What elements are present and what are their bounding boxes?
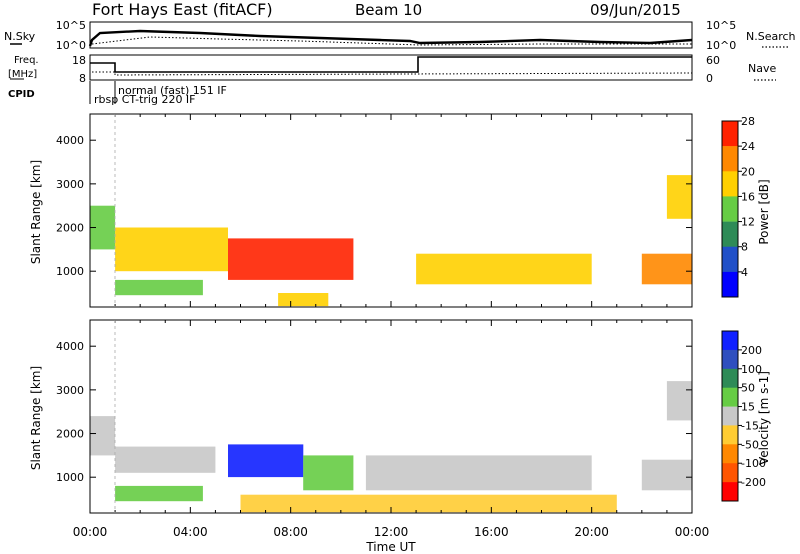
velocity-ytick-label-3: 4000 — [56, 340, 84, 353]
velocity-colorbar-label-5: -50 — [741, 438, 759, 451]
velocity-ytick-label-1: 2000 — [56, 428, 84, 441]
cpid-panel: CPID normal (fast) 151 IF rbsp CT-trig 2… — [8, 81, 227, 106]
noise-search-line — [91, 36, 692, 46]
velocity-ytick-label-0: 1000 — [56, 471, 84, 484]
power-region-1 — [115, 227, 228, 272]
power-colorbar: 4 8 12 16 20 24 28 — [721, 115, 755, 298]
power-colorbar-swatch-3 — [722, 196, 738, 222]
time-axis-tick-4: 16:00 — [474, 525, 509, 539]
power-colorbar-label: Power [dB] — [757, 179, 771, 244]
velocity-region-3 — [228, 444, 304, 478]
noise-right-tick-top: 10^5 — [706, 19, 736, 32]
velocity-colorbar-swatch-8 — [722, 482, 738, 502]
velocity-panel: 1000 2000 3000 4000 Slant Range [km] — [29, 319, 693, 514]
noise-sky-label: N.Sky — [4, 30, 36, 43]
power-colorbar-label-1: 8 — [741, 241, 748, 254]
time-axis-tick-3: 12:00 — [374, 525, 409, 539]
velocity-colorbar-swatch-6 — [722, 444, 738, 464]
velocity-colorbar-swatch-2 — [722, 368, 738, 388]
time-axis: 00:00 04:00 08:00 12:00 16:00 20:00 00:00 — [73, 525, 710, 539]
velocity-ylabel: Slant Range [km] — [29, 366, 43, 470]
velocity-region-4 — [303, 455, 354, 491]
velocity-colorbar-label-3: 15 — [741, 401, 755, 414]
date-label: 09/Jun/2015 — [590, 1, 681, 19]
power-region-2 — [115, 279, 203, 296]
power-ylabel: Slant Range [km] — [29, 160, 43, 264]
power-colorbar-label-3: 16 — [741, 190, 755, 203]
velocity-colorbar: 200 100 50 15 -15 -50 -100 -200 — [721, 330, 766, 502]
power-region-7 — [666, 175, 692, 219]
time-axis-tick-1: 04:00 — [173, 525, 208, 539]
cpid-label: CPID — [8, 89, 35, 100]
velocity-colorbar-swatch-5 — [722, 425, 738, 445]
power-colorbar-label-2: 12 — [741, 216, 755, 229]
velocity-colorbar-label-2: 50 — [741, 382, 755, 395]
velocity-colorbar-swatch-7 — [722, 463, 738, 483]
freq-line — [90, 56, 692, 73]
noise-left-tick-bottom: 10^0 — [56, 39, 86, 52]
velocity-region-5 — [365, 455, 592, 491]
velocity-region-1 — [115, 446, 216, 473]
velocity-colorbar-label-0: 200 — [741, 344, 762, 357]
velocity-region-2 — [115, 485, 203, 502]
velocity-colorbar-label-1: 100 — [741, 363, 762, 376]
noise-sky-line — [88, 29, 693, 47]
power-ytick-label-3: 4000 — [56, 134, 84, 147]
power-ytick-label-1: 2000 — [56, 222, 84, 235]
cpid-mode-rbsp: rbsp CT-trig 220 IF — [94, 93, 196, 106]
velocity-colorbar-swatch-1 — [722, 349, 738, 370]
noise-panel: N.Sky 10^5 10^0 10^5 10^0 N.Search — [4, 19, 796, 52]
power-colorbar-swatch-0 — [722, 121, 738, 147]
nave-line — [92, 71, 693, 76]
power-ytick-label-0: 1000 — [56, 265, 84, 278]
velocity-ytick-label-2: 3000 — [56, 384, 84, 397]
power-region-5 — [416, 253, 592, 285]
power-region-3 — [228, 238, 354, 280]
site-title: Fort Hays East (fitACF) — [92, 0, 273, 19]
time-axis-tick-5: 20:00 — [574, 525, 609, 539]
freq-right-tick-bottom: 0 — [706, 72, 713, 85]
velocity-region-6 — [240, 494, 617, 513]
freq-left-tick-top: 18 — [72, 54, 86, 67]
velocity-colorbar-label-6: -100 — [741, 457, 766, 470]
power-region-4 — [278, 293, 329, 307]
freq-left-tick-bottom: 8 — [79, 72, 86, 85]
time-axis-tick-6: 00:00 — [675, 525, 710, 539]
velocity-colorbar-swatch-3 — [722, 387, 738, 407]
velocity-colorbar-label-4: -15 — [741, 419, 759, 432]
noise-left-tick-top: 10^5 — [56, 19, 86, 32]
power-colorbar-label-0: 4 — [741, 266, 748, 279]
freq-label: Freq. — [14, 55, 39, 66]
power-colorbar-swatch-2 — [722, 171, 738, 197]
beam-label: Beam 10 — [355, 1, 422, 19]
power-colorbar-swatch-6 — [722, 271, 738, 298]
time-axis-label: Time UT — [365, 540, 416, 554]
cpid-mode-normal: normal (fast) 151 IF — [118, 84, 227, 97]
freq-unit: [MHz] — [8, 69, 37, 80]
power-panel: 1000 2000 3000 4000 Slant Range [km] — [29, 113, 693, 308]
velocity-region-8 — [666, 381, 692, 421]
velocity-region-7 — [641, 459, 692, 491]
freq-right-tick-top: 60 — [706, 54, 720, 67]
velocity-colorbar-swatch-0 — [722, 331, 738, 351]
power-colorbar-swatch-1 — [722, 146, 738, 172]
power-colorbar-swatch-4 — [722, 221, 738, 247]
power-colorbar-label-4: 20 — [741, 165, 755, 178]
power-region-6 — [641, 253, 692, 285]
power-colorbar-swatch-5 — [722, 246, 738, 273]
power-colorbar-label-5: 24 — [741, 140, 755, 153]
noise-search-label: N.Search — [746, 30, 796, 43]
velocity-colorbar-label: Velocity [m s-1] — [757, 371, 771, 465]
nave-label: Nave — [748, 62, 776, 75]
freq-panel: Freq. [MHz] 18 8 60 0 Nave — [8, 54, 776, 85]
velocity-colorbar-swatch-4 — [722, 406, 738, 426]
velocity-colorbar-label-7: -200 — [741, 476, 766, 489]
power-ytick-label-2: 3000 — [56, 178, 84, 191]
noise-right-tick-bottom: 10^0 — [706, 39, 736, 52]
velocity-region-0 — [90, 416, 116, 456]
time-axis-tick-2: 08:00 — [273, 525, 308, 539]
power-colorbar-label-6: 28 — [741, 115, 755, 128]
time-axis-tick-0: 00:00 — [73, 525, 108, 539]
